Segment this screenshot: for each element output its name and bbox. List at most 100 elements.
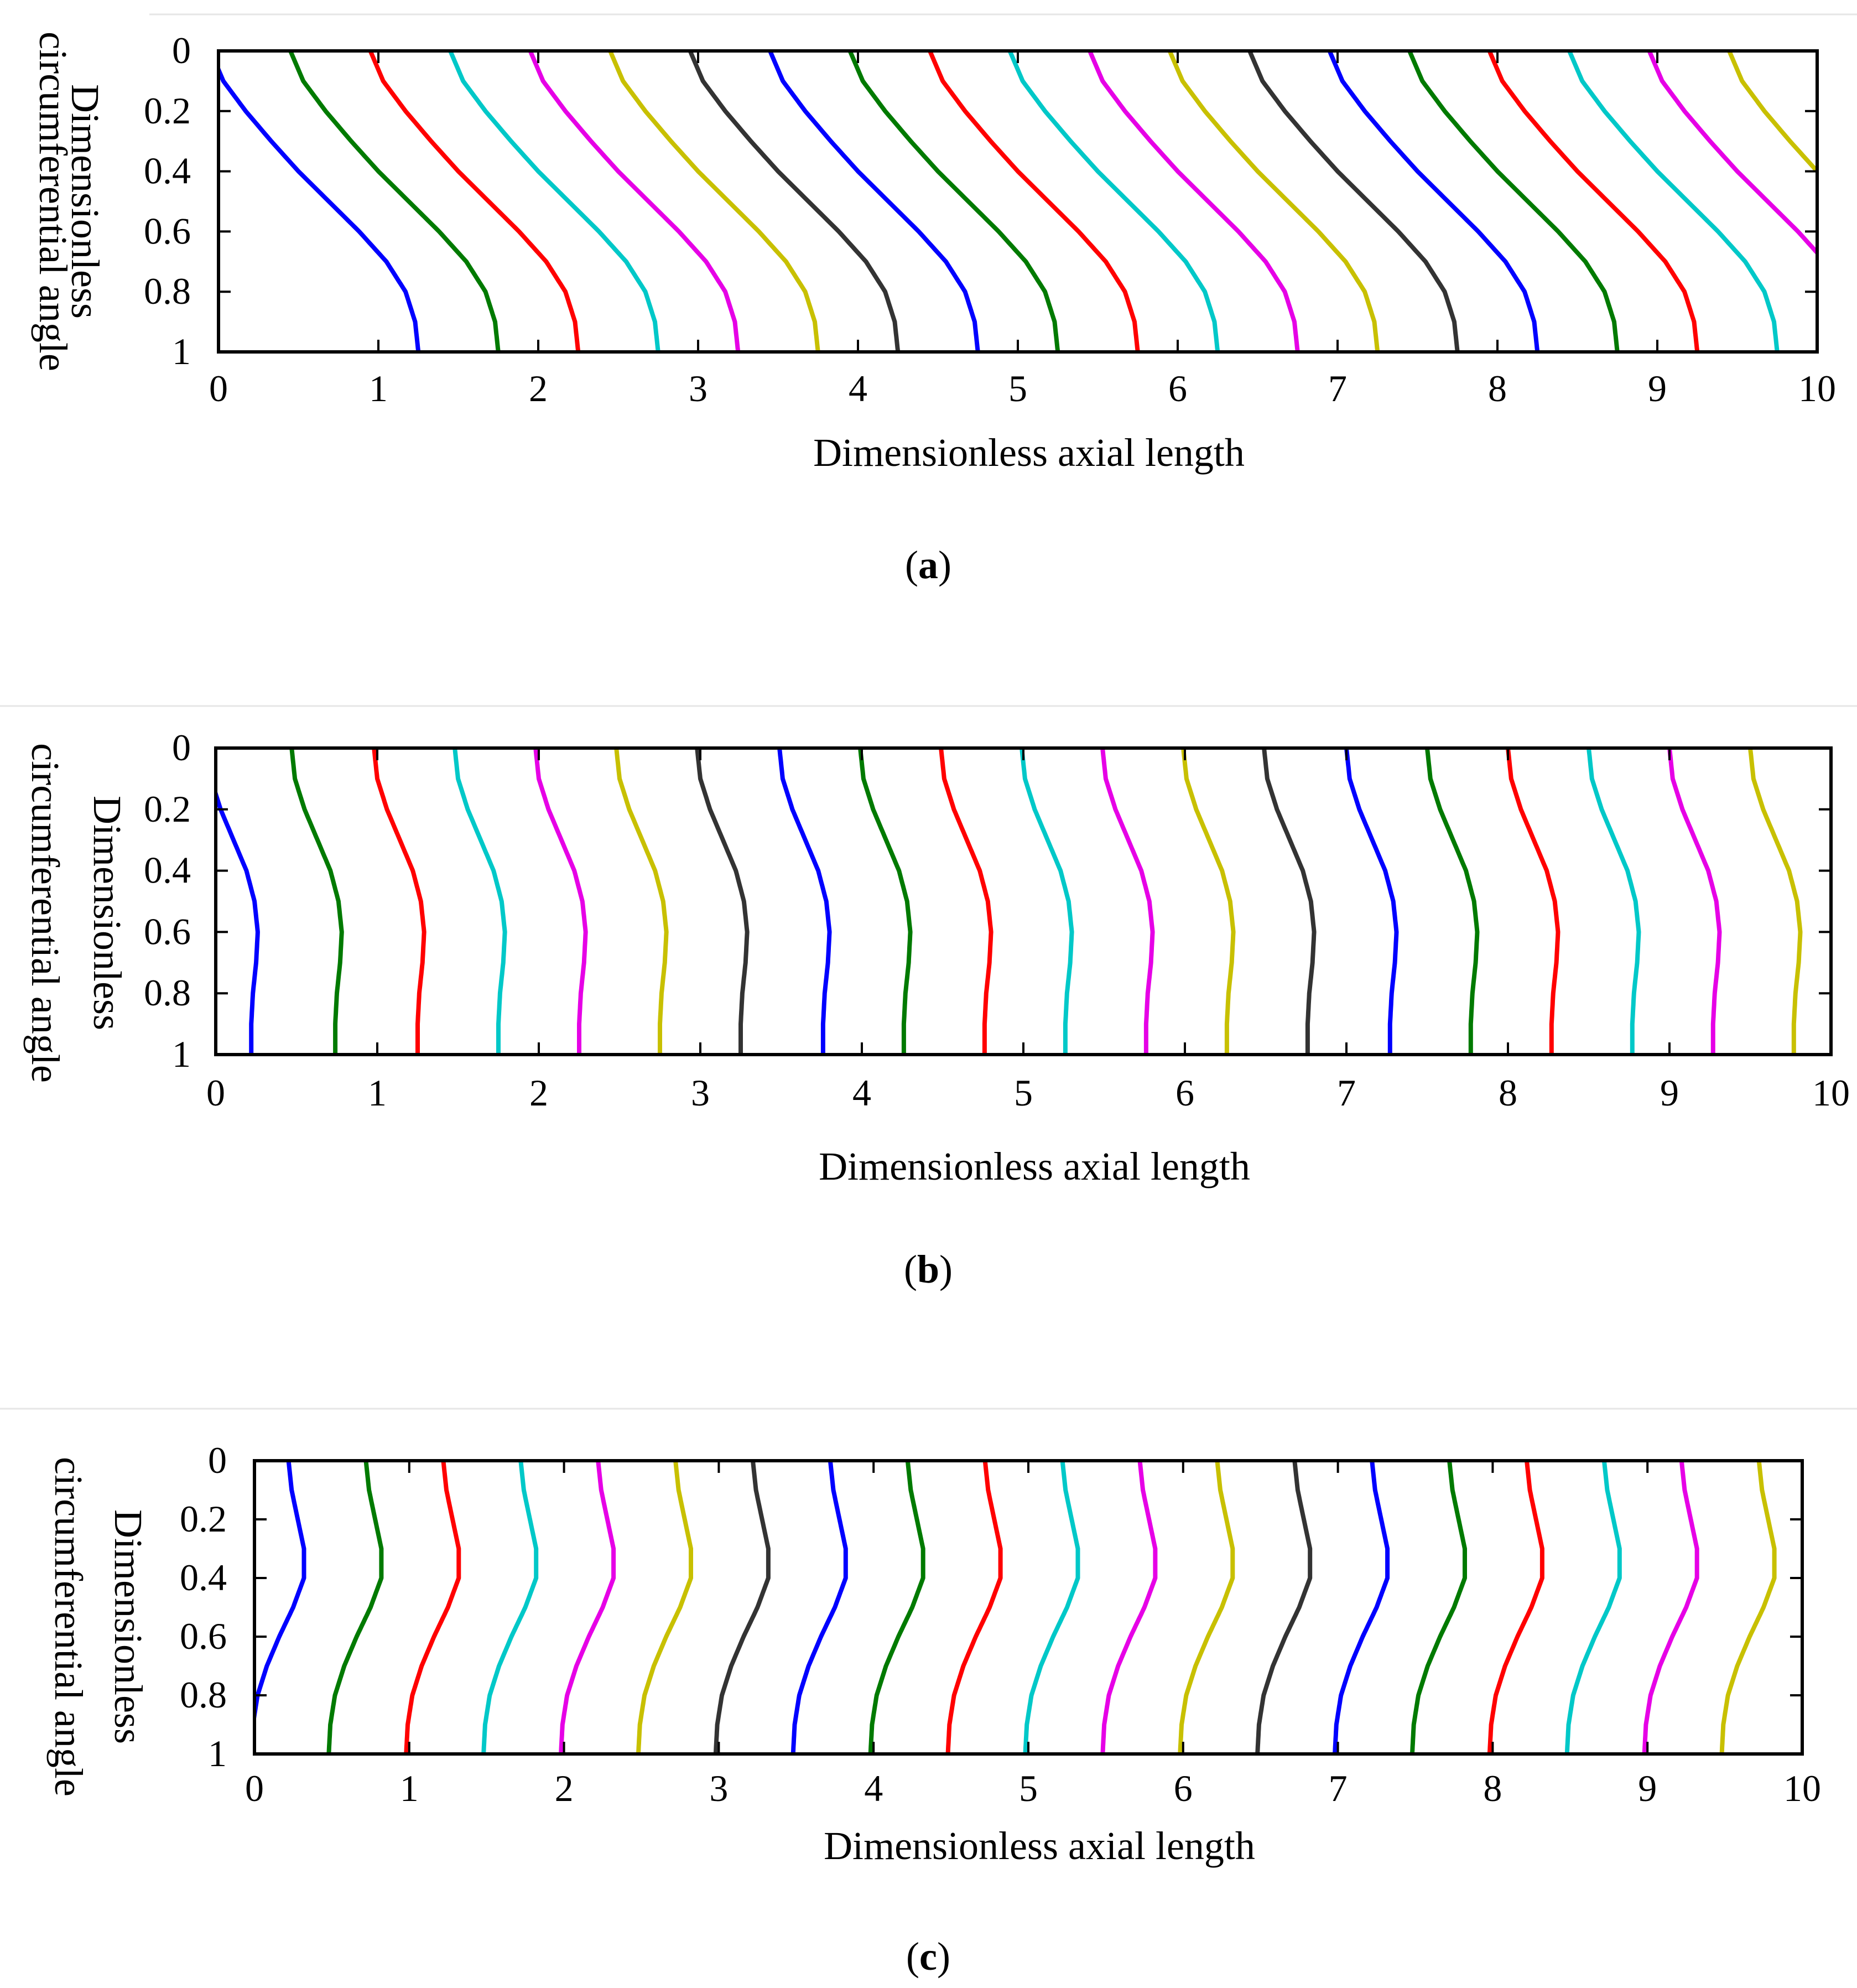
series-line-14	[1262, 748, 1317, 1055]
x-tick-label: 2	[529, 367, 548, 409]
x-tick-label: 3	[691, 1072, 710, 1114]
y-axis-label-line-1: Dimensionless	[106, 1509, 150, 1744]
series-line-8	[777, 748, 832, 1055]
y-tick-label: 0.2	[144, 90, 191, 132]
x-tick-label: 4	[849, 367, 867, 409]
y-tick-label: 0.6	[144, 910, 191, 952]
series-line-2	[288, 51, 501, 352]
x-tick-label: 4	[864, 1767, 883, 1809]
series-line-19	[1642, 1461, 1699, 1754]
series-line-11	[1023, 1461, 1080, 1754]
x-tick-label: 2	[529, 1072, 548, 1114]
x-axis-label: Dimensionless axial length	[813, 430, 1245, 475]
x-tick-label: 6	[1175, 1072, 1194, 1114]
y-tick-label: 1	[208, 1732, 227, 1774]
series-line-19	[1647, 51, 1817, 256]
y-tick-label: 1	[172, 330, 191, 372]
series-group	[254, 1461, 1777, 1754]
series-line-4	[481, 1461, 539, 1754]
y-tick-label: 0.8	[144, 972, 191, 1014]
x-tick-label: 3	[709, 1767, 728, 1809]
series-line-6	[636, 1461, 693, 1754]
y-tick-label: 0.4	[144, 849, 191, 891]
panels: 0 1 2 3 4 5 6 7 8 9 1000.20.40.60.81Dimensionless …	[23, 29, 1850, 1979]
x-tick-label: 1	[400, 1767, 419, 1809]
y-tick-label: 0.8	[144, 270, 191, 312]
series-line-7	[688, 51, 901, 352]
x-tick-label: 0	[206, 1072, 225, 1114]
series-line-10	[945, 1461, 1003, 1754]
series-line-5	[533, 748, 588, 1055]
y-axis-label-line-2: circumferential angle	[31, 32, 75, 371]
x-tick-label: 7	[1337, 1072, 1356, 1114]
y-tick-label: 0.4	[180, 1556, 227, 1598]
x-tick-label: 5	[1008, 367, 1027, 409]
x-tick-label: 5	[1019, 1767, 1038, 1809]
y-axis-label-line-2: circumferential angle	[23, 743, 67, 1083]
x-tick-label: 8	[1488, 367, 1507, 409]
y-axis-label-line-1: Dimensionless	[85, 796, 129, 1030]
y-tick-label: 0.2	[144, 788, 191, 830]
series-line-4	[448, 51, 660, 352]
series-line-12	[1088, 51, 1300, 352]
series-line-9	[858, 748, 913, 1055]
series-line-20	[1727, 51, 1817, 175]
series-line-10	[939, 748, 993, 1055]
x-tick-label: 9	[1648, 367, 1667, 409]
y-tick-label: 0	[208, 1439, 227, 1481]
panel-tag-letter: b	[917, 1247, 939, 1291]
series-line-18	[1567, 51, 1780, 352]
series-group	[216, 748, 1803, 1055]
series-line-12	[1100, 1461, 1158, 1754]
y-axis-label-line-2: circumferential angle	[46, 1457, 91, 1797]
x-tick-label: 1	[368, 1072, 387, 1114]
x-tick-label: 9	[1660, 1072, 1679, 1114]
series-line-9	[847, 51, 1060, 352]
series-line-11	[1007, 51, 1220, 352]
x-tick-label: 7	[1328, 367, 1347, 409]
series-line-16	[1409, 1461, 1467, 1754]
y-tick-label: 0.6	[180, 1615, 227, 1657]
series-line-9	[868, 1461, 925, 1754]
series-line-19	[1667, 748, 1722, 1055]
series-line-18	[1564, 1461, 1622, 1754]
chart-panel-b: 0 1 2 3 4 5 6 7 8 9 1000.20.40.60.81Dimensionless …	[23, 726, 1850, 1291]
x-tick-label: 0	[209, 367, 228, 409]
x-tick-label: 6	[1168, 367, 1187, 409]
series-line-16	[1425, 748, 1480, 1055]
x-tick-label: 10	[1812, 1072, 1850, 1114]
y-tick-label: 0.2	[180, 1498, 227, 1540]
panel-tag-close-paren: )	[937, 1934, 950, 1979]
series-line-7	[695, 748, 750, 1055]
series-line-18	[1586, 748, 1641, 1055]
x-axis-label: Dimensionless axial length	[819, 1144, 1250, 1188]
x-tick-label: 2	[555, 1767, 574, 1809]
y-tick-label: 1	[172, 1033, 191, 1075]
y-tick-label: 0	[172, 726, 191, 769]
x-tick-label: 3	[689, 367, 708, 409]
panel-tag: (a)	[905, 543, 951, 587]
series-line-20	[1748, 748, 1803, 1055]
series-line-16	[1407, 51, 1620, 352]
x-tick-label: 7	[1329, 1767, 1348, 1809]
y-tick-label: 0.6	[144, 210, 191, 252]
series-line-20	[1719, 1461, 1777, 1754]
series-line-1	[219, 64, 421, 352]
panel-tag: (b)	[904, 1247, 953, 1291]
series-line-17	[1506, 748, 1560, 1055]
series-line-13	[1181, 748, 1236, 1055]
series-line-14	[1247, 51, 1460, 352]
panel-tag-letter: a	[918, 543, 938, 587]
x-tick-label: 5	[1014, 1072, 1033, 1114]
series-line-2	[326, 1461, 384, 1754]
y-tick-label: 0.4	[144, 150, 191, 192]
series-line-15	[1333, 1461, 1390, 1754]
panel-tag-close-paren: )	[939, 1247, 953, 1291]
y-axis-label-line-1: Dimensionless	[63, 84, 107, 319]
series-line-10	[928, 51, 1140, 352]
panel-tag-open-paren: (	[904, 1247, 917, 1291]
series-line-12	[1100, 748, 1155, 1055]
x-tick-label: 9	[1638, 1767, 1657, 1809]
